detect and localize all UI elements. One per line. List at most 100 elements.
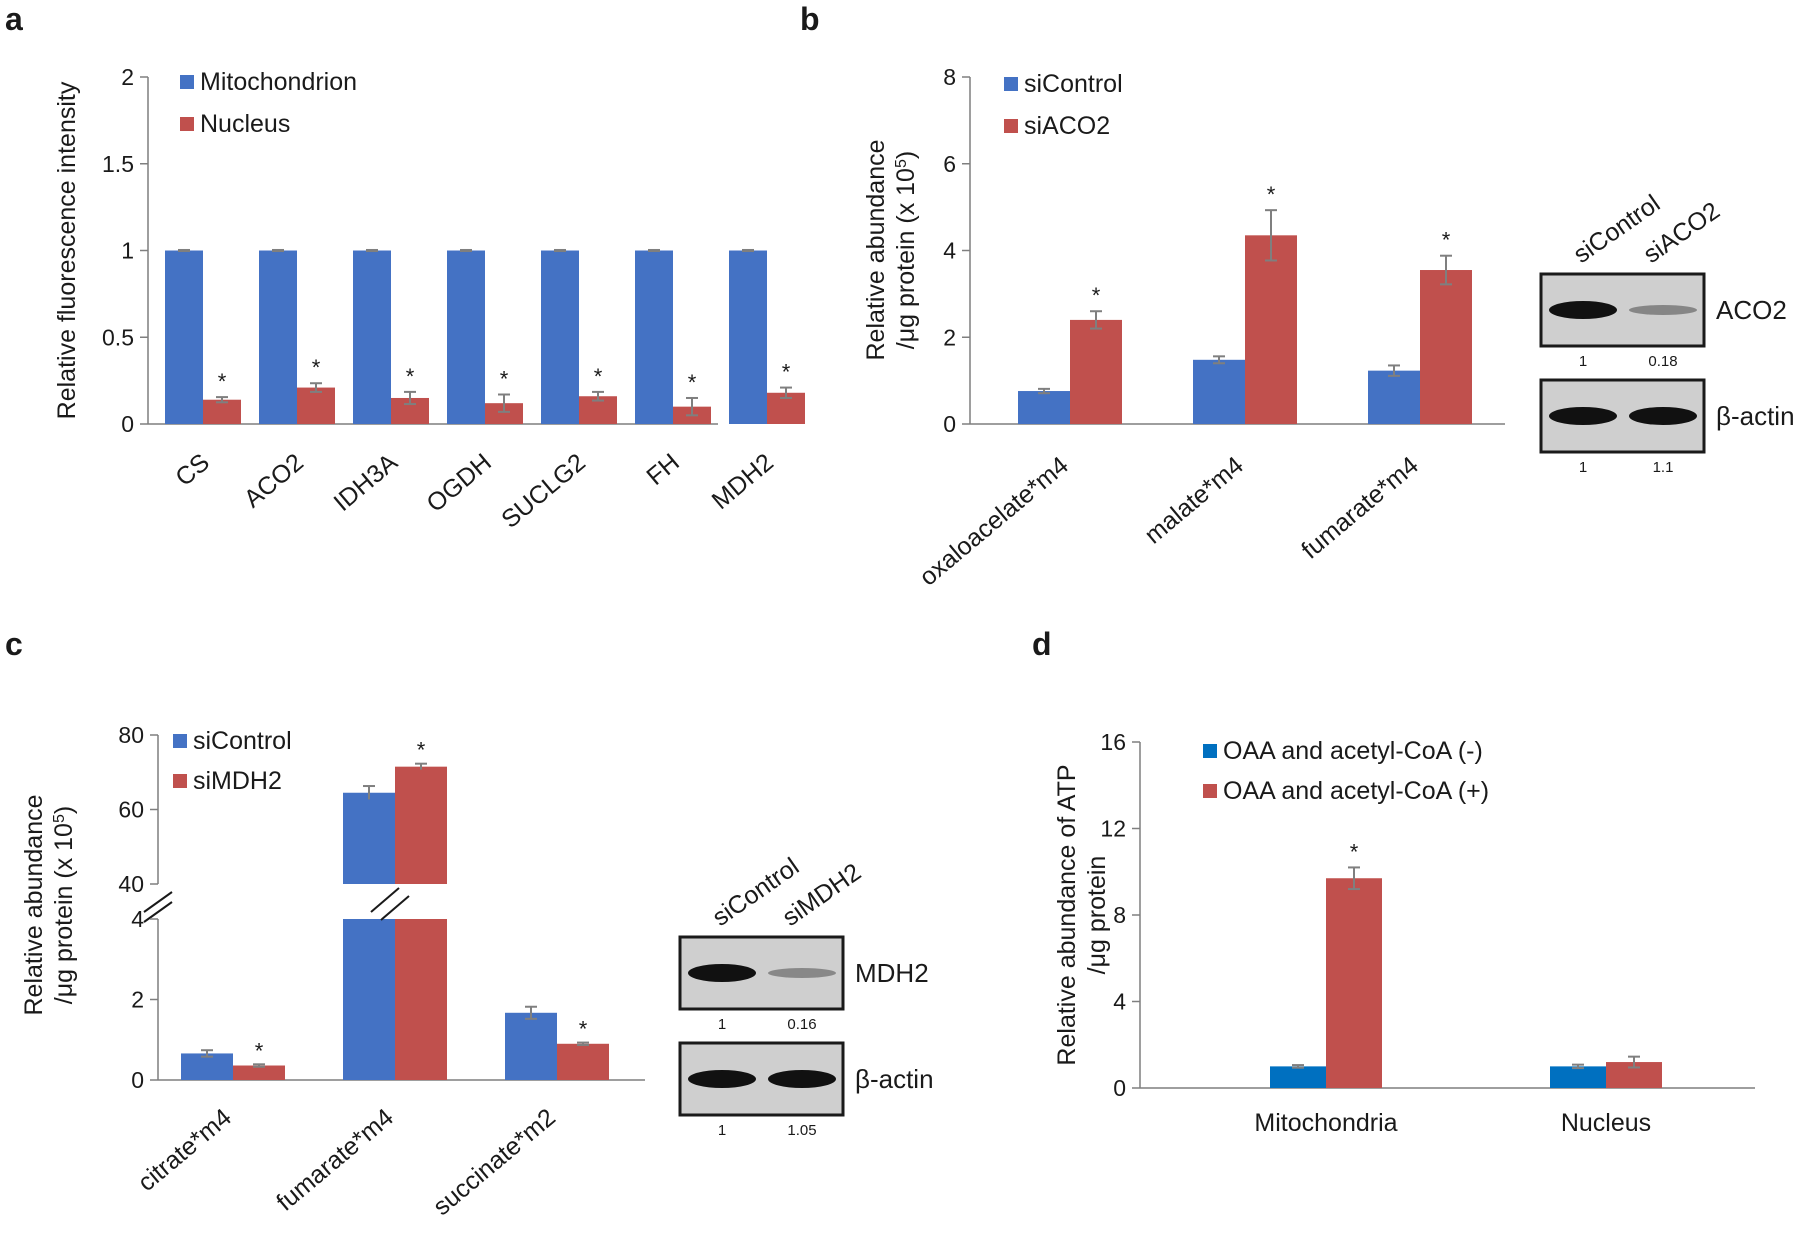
- chart-b: 0 2 4 6 8 * * * Relative abundance/μg protein (x…: [862, 64, 1505, 591]
- y-axis-title-line2: /μg protein: [1083, 856, 1111, 975]
- y-tick-label: 4: [943, 238, 956, 264]
- y-axis-title: Relative fluorescence intensity: [53, 81, 81, 419]
- bar-sicontrol: [505, 1012, 557, 1080]
- legend-swatch: [1203, 784, 1217, 798]
- blot-band: [768, 1070, 836, 1088]
- category-label: succinate*m2: [428, 1103, 561, 1221]
- blot-band: [688, 1070, 756, 1088]
- y-tick-label: 0: [121, 411, 134, 437]
- category-label: ACO2: [239, 448, 309, 513]
- bar-sicontrol: [343, 792, 395, 884]
- bar-mitochondrion: [447, 250, 485, 424]
- y-tick-label: 2: [121, 64, 134, 90]
- legend-label: OAA and acetyl-CoA (+): [1223, 777, 1489, 805]
- band-label: MDH2: [855, 958, 929, 988]
- bar-siaco2: [1070, 319, 1122, 424]
- band-quantification: 1.1: [1653, 459, 1674, 476]
- category-label: OGDH: [421, 448, 496, 518]
- axis-break-mark: [143, 901, 173, 923]
- blot-band: [1549, 301, 1617, 319]
- category-label: Nucleus: [1561, 1109, 1651, 1137]
- y-tick-label: 0: [131, 1067, 144, 1093]
- category-label: MDH2: [707, 448, 779, 515]
- bar-sicontrol: [181, 1053, 233, 1080]
- legend-label: Nucleus: [200, 110, 290, 138]
- bar-oaa-and-acetyl-coa-: [1270, 1066, 1326, 1088]
- y-axis-title: Relative abundance of ATP: [1053, 764, 1081, 1065]
- category-label: SUCLG2: [496, 448, 591, 534]
- y-axis-title: Relative abundance: [862, 140, 890, 361]
- band-quantification: 1: [1579, 353, 1587, 370]
- chart-d: 0 4 8 12 16 * Relative abundance of ATP/μg pro…: [1053, 729, 1755, 1137]
- legend-label: siACO2: [1024, 112, 1110, 140]
- y-tick-label: 4: [1113, 989, 1126, 1015]
- significance-star: *: [1442, 228, 1451, 253]
- bar-sicontrol: [343, 919, 395, 1080]
- band-quantification: 1: [1579, 459, 1587, 476]
- category-label: citrate*m4: [133, 1103, 237, 1197]
- bar-nucleus: [485, 403, 523, 424]
- band-quantification: 1: [718, 1016, 726, 1033]
- y-tick-label: 0: [1113, 1075, 1126, 1101]
- y-tick-label: 0.5: [102, 324, 134, 350]
- bar-break-mark: [380, 895, 410, 921]
- axis-break-mark: [143, 891, 173, 913]
- y-tick-label: 4: [131, 906, 144, 932]
- bar-sicontrol: [1193, 359, 1245, 424]
- y-tick-label: 12: [1100, 816, 1126, 842]
- y-tick-label: 60: [118, 797, 144, 823]
- significance-star: *: [500, 367, 509, 392]
- bar-oaa-and-acetyl-coa-: [1550, 1066, 1606, 1088]
- band-quantification: 1.05: [787, 1122, 816, 1139]
- legend-swatch: [173, 774, 187, 788]
- bar-siaco2: [1420, 270, 1472, 424]
- bar-simdh2: [557, 1043, 609, 1080]
- y-axis-title-line2: /μg protein (x 105): [50, 806, 78, 1004]
- bar-sicontrol: [1368, 370, 1420, 424]
- band-label: ACO2: [1716, 295, 1787, 325]
- band-quantification: 1: [718, 1122, 726, 1139]
- chart-c: 0 2 4 40 60 80 * * * Relative abundance/μg protei…: [20, 722, 645, 1221]
- bar-simdh2: [395, 919, 447, 1080]
- blot-band: [688, 964, 756, 982]
- y-tick-label: 0: [943, 411, 956, 437]
- legend-swatch: [180, 75, 194, 89]
- y-tick-label: 8: [943, 64, 956, 90]
- significance-star: *: [218, 369, 227, 394]
- significance-star: *: [1267, 182, 1276, 207]
- y-tick-label: 2: [943, 324, 956, 350]
- bar-mitochondrion: [259, 250, 297, 424]
- significance-star: *: [594, 364, 603, 389]
- panel-letter-b: b: [800, 1, 820, 37]
- significance-star: *: [688, 370, 697, 395]
- legend-swatch: [1203, 744, 1217, 758]
- y-tick-label: 1: [121, 238, 134, 264]
- y-tick-label: 40: [118, 871, 144, 897]
- bar-mitochondrion: [353, 250, 391, 424]
- bar-mitochondrion: [165, 250, 203, 424]
- significance-star: *: [255, 1038, 264, 1063]
- y-tick-label: 2: [131, 987, 144, 1013]
- blot-band: [1549, 407, 1617, 425]
- band-label: β-actin: [1716, 401, 1795, 431]
- legend-swatch: [173, 734, 187, 748]
- y-tick-label: 8: [1113, 902, 1126, 928]
- blot-band: [768, 968, 836, 978]
- significance-star: *: [406, 364, 415, 389]
- y-tick-label: 1.5: [102, 151, 134, 177]
- axis-break-gap: [341, 884, 449, 919]
- y-tick-label: 16: [1100, 729, 1126, 755]
- chart-a: 0 0.5 1 1.5 2 * * * * * * * Relative fluorescence in…: [53, 64, 805, 534]
- significance-star: *: [782, 360, 791, 385]
- legend-label: Mitochondrion: [200, 68, 357, 96]
- bar-mitochondrion: [729, 250, 767, 424]
- y-axis-title: Relative abundance: [20, 795, 48, 1016]
- category-label: fumarate*m4: [1296, 451, 1424, 565]
- y-tick-label: 80: [118, 722, 144, 748]
- bar-nucleus: [297, 387, 335, 424]
- blot-band: [1629, 407, 1697, 425]
- category-label: malate*m4: [1139, 451, 1249, 549]
